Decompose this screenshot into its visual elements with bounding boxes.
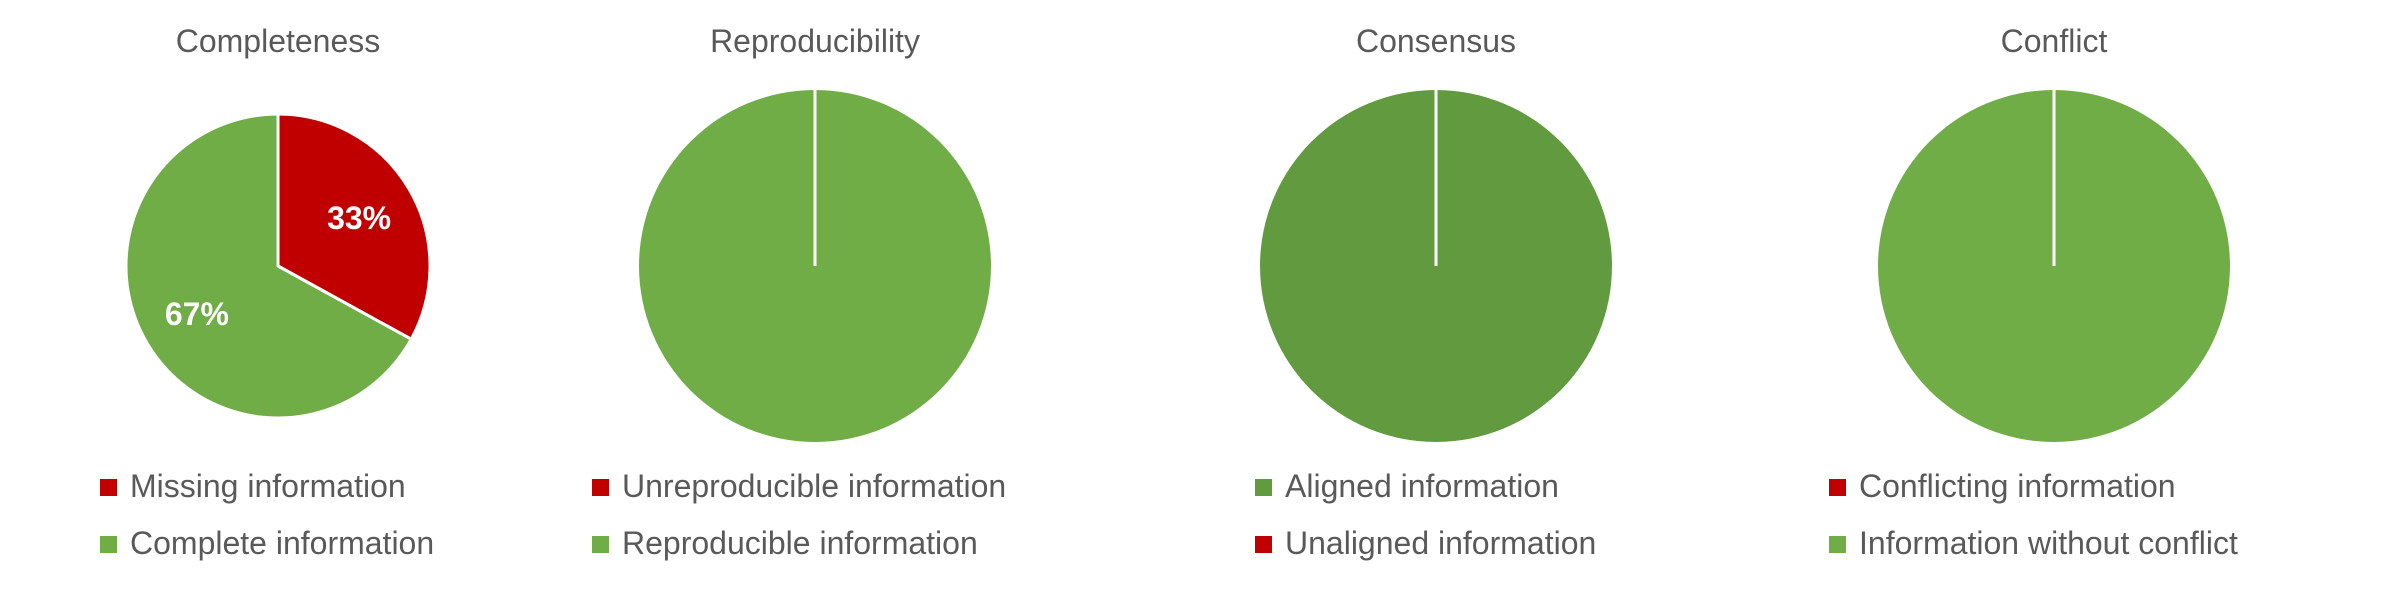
legend-label: Complete information	[130, 525, 434, 561]
chart-title: Consensus	[1356, 23, 1516, 59]
legend-label: Aligned information	[1285, 468, 1559, 504]
pie-chart-1: Completeness 33% 67% Missing information Com…	[100, 23, 434, 561]
pie-slice	[276, 112, 432, 341]
legend-swatch	[592, 536, 609, 553]
legend-swatch	[1255, 479, 1272, 496]
legend-label: Missing information	[130, 468, 406, 504]
slice-data-label: 67%	[165, 296, 229, 332]
legend-label: Reproducible information	[622, 525, 978, 561]
pie-chart-2: Reproducibility Unreproducible informatio…	[592, 23, 1006, 561]
legend-swatch	[1829, 479, 1846, 496]
legend-swatch	[100, 479, 117, 496]
legend-swatch	[592, 479, 609, 496]
chart-title: Reproducibility	[710, 23, 920, 59]
legend-label: Conflicting information	[1859, 468, 2176, 504]
pie-chart-3: Consensus Aligned information Unaligned in…	[1255, 23, 1612, 561]
legend-swatch	[1829, 536, 1846, 553]
legend-label: Unaligned information	[1285, 525, 1596, 561]
legend-label: Unreproducible information	[622, 468, 1006, 504]
pie-chart-4: Conflict Conflicting information Informati…	[1829, 23, 2238, 561]
chart-title: Completeness	[176, 23, 381, 59]
legend-swatch	[100, 536, 117, 553]
chart-title: Conflict	[2001, 23, 2108, 59]
slice-data-label: 33%	[327, 200, 391, 236]
legend-label: Information without conflict	[1859, 525, 2238, 561]
pie-slice	[124, 112, 413, 420]
legend-swatch	[1255, 536, 1272, 553]
